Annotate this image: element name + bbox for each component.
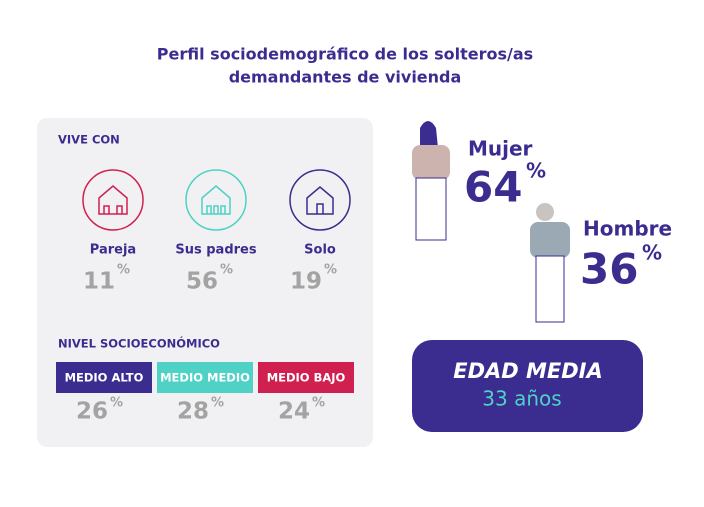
level-value: 24 (278, 399, 310, 425)
gender-value: 64 (464, 163, 522, 212)
figure-woman (412, 121, 450, 241)
level-box (56, 362, 152, 393)
percent-sign: % (220, 263, 233, 278)
percent-sign: % (110, 396, 123, 411)
item-value: 11 (83, 269, 115, 295)
level-box (157, 362, 253, 393)
item-value: 56 (186, 269, 218, 295)
level-label: MEDIO MEDIO (160, 371, 250, 385)
percent-sign: % (117, 263, 130, 278)
figure-man (530, 203, 570, 323)
level-label: MEDIO BAJO (267, 371, 346, 385)
percent-sign: % (312, 396, 325, 411)
section-label: NIVEL SOCIOECONÓMICO (58, 336, 220, 351)
percent-sign: % (526, 159, 546, 183)
item-value: 19 (290, 269, 322, 295)
level-value: 28 (177, 399, 209, 425)
title: Perfil sociodemográfico de los solteros/… (157, 45, 533, 64)
item-label: Pareja (90, 243, 136, 258)
percent-sign: % (211, 396, 224, 411)
level-label: MEDIO ALTO (65, 371, 144, 385)
gender-value: 36 (580, 245, 638, 294)
item-label: Sus padres (175, 243, 256, 258)
section-label: VIVE CON (58, 133, 120, 147)
item-label: Solo (304, 243, 336, 258)
age-box (412, 340, 643, 432)
age-value: 33 años (482, 387, 561, 411)
icon (82, 169, 351, 231)
percent-sign: % (324, 263, 337, 278)
age-label: EDAD MEDIA (453, 359, 603, 383)
title: demandantes de vivienda (229, 68, 462, 87)
level-value: 26 (76, 399, 108, 425)
gender-label: Hombre (583, 217, 672, 241)
gender-label: Mujer (468, 137, 533, 161)
percent-sign: % (642, 241, 662, 265)
level-box (258, 362, 354, 393)
